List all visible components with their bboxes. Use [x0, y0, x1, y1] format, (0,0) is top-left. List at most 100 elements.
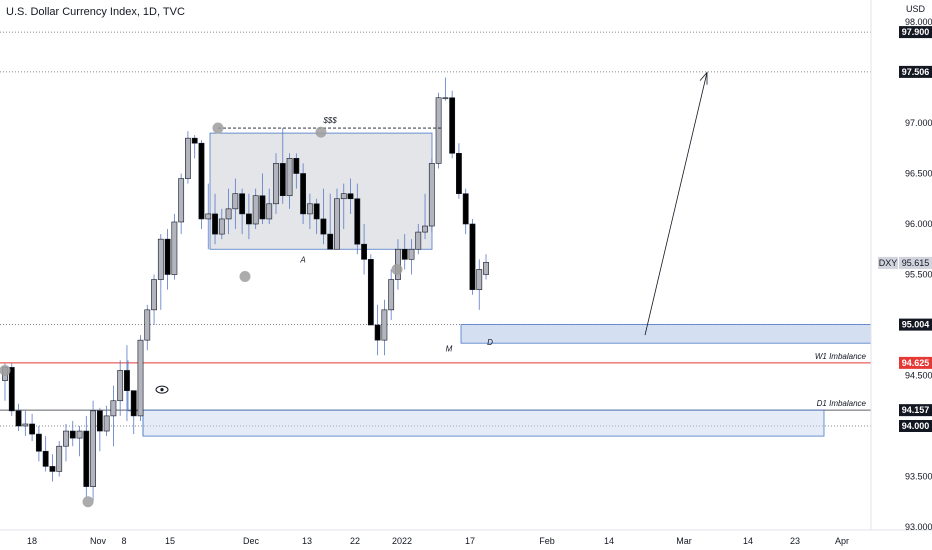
- time-tick-label: 14: [604, 536, 614, 546]
- price-tag-label: 95.004: [902, 320, 930, 330]
- candle: [130, 390, 137, 435]
- candle-body: [415, 231, 422, 250]
- candle: [96, 407, 103, 452]
- candle-body: [408, 248, 415, 260]
- candle: [185, 131, 191, 184]
- price-tag: [899, 404, 932, 417]
- candle-body: [42, 450, 49, 467]
- candle-body: [63, 430, 69, 447]
- last-price-label: 95.615: [902, 258, 930, 268]
- candle-body: [76, 430, 83, 439]
- time-tick-label: Dec: [243, 536, 260, 546]
- candle-body: [110, 400, 117, 417]
- time-tick-label: 2022: [392, 536, 412, 546]
- time-tick-label: Nov: [90, 536, 107, 546]
- candle: [442, 77, 449, 101]
- eye-icon-pupil: [160, 388, 164, 392]
- candle: [103, 405, 110, 437]
- candle-body: [49, 466, 56, 472]
- price-tag: [899, 65, 932, 78]
- candle-body: [246, 213, 252, 225]
- candle-body: [476, 269, 483, 290]
- candle: [246, 193, 252, 240]
- horizontal-levels: W1 Imbalance D1 Imbalance: [0, 31, 871, 427]
- last-price-tag: [899, 256, 932, 269]
- candle-body: [83, 430, 90, 487]
- zones: [127, 132, 872, 437]
- d-label: D: [487, 338, 493, 347]
- time-tick-label: 8: [121, 536, 126, 546]
- candle: [239, 188, 246, 235]
- price-tick-label: 97.000: [905, 118, 932, 128]
- candle: [367, 254, 374, 326]
- candle: [22, 410, 29, 437]
- candle-body: [381, 309, 388, 341]
- price-tag: [899, 356, 932, 369]
- candle-body: [367, 259, 374, 326]
- candle: [90, 400, 96, 502]
- candle-body: [442, 97, 449, 100]
- candle-body: [15, 410, 22, 427]
- candle-body: [462, 193, 469, 225]
- candle-body: [259, 195, 266, 220]
- candle-body: [29, 423, 35, 435]
- candle: [83, 415, 90, 497]
- candle: [476, 259, 483, 310]
- candle-body: [388, 279, 395, 311]
- candle: [218, 208, 225, 240]
- range-label: A: [299, 255, 305, 264]
- candle-body: [306, 203, 313, 215]
- candle-body: [354, 198, 361, 245]
- candle-body: [422, 225, 428, 233]
- swing-marker: [239, 271, 251, 283]
- symbol-tag: [878, 256, 898, 269]
- candle-body: [96, 410, 103, 432]
- candle: [300, 163, 306, 224]
- candle-body: [279, 163, 286, 197]
- candle: [428, 158, 435, 233]
- time-tick-label: 18: [27, 536, 37, 546]
- candle: [157, 234, 164, 310]
- time-tick-label: 14: [743, 536, 753, 546]
- price-tick-label: 98.000: [905, 17, 932, 27]
- time-tick-label: Mar: [676, 536, 692, 546]
- candle-body: [56, 445, 63, 472]
- candle: [354, 183, 361, 255]
- candle-body: [117, 370, 124, 402]
- candle-body: [185, 137, 191, 179]
- candle-body: [35, 433, 42, 452]
- price-tag-label: 97.900: [902, 27, 930, 37]
- price-tag: [899, 420, 932, 432]
- price-tick-label: 93.500: [905, 472, 932, 482]
- candle: [198, 140, 205, 230]
- candle: [191, 135, 198, 159]
- symbol-tag-label: DXY: [879, 258, 898, 268]
- equal-highs-label: $$$: [322, 116, 337, 125]
- candle-body: [456, 153, 462, 195]
- price-tag: [899, 26, 932, 39]
- candle-body: [286, 158, 293, 197]
- time-tick-label: 17: [465, 536, 475, 546]
- candle-body: [69, 430, 76, 439]
- annotations: $$$ A M D: [0, 71, 708, 508]
- candle-body: [483, 262, 489, 275]
- candle: [171, 213, 178, 280]
- candle-body: [137, 339, 144, 417]
- candle: [205, 183, 212, 250]
- time-axis: 18 Nov 8 15 Dec 13 22 2022 17 Feb 14 Mar 14 23 Apr: [27, 536, 849, 546]
- imbalance-zone-upper: [460, 324, 872, 344]
- candle: [469, 218, 476, 295]
- candle: [340, 183, 347, 230]
- time-tick-label: Apr: [835, 536, 849, 546]
- eye-icon: [155, 385, 169, 394]
- time-tick-label: 22: [350, 536, 360, 546]
- candle: [29, 413, 35, 442]
- price-tag-label: 94.000: [902, 421, 930, 431]
- candle: [232, 178, 239, 230]
- price-tags: 97.900 97.506 95.004 94.625 94.157 94.000 DXY 9…: [878, 26, 932, 432]
- candle: [151, 274, 157, 325]
- candle: [63, 423, 69, 462]
- time-tick-label: 13: [302, 536, 312, 546]
